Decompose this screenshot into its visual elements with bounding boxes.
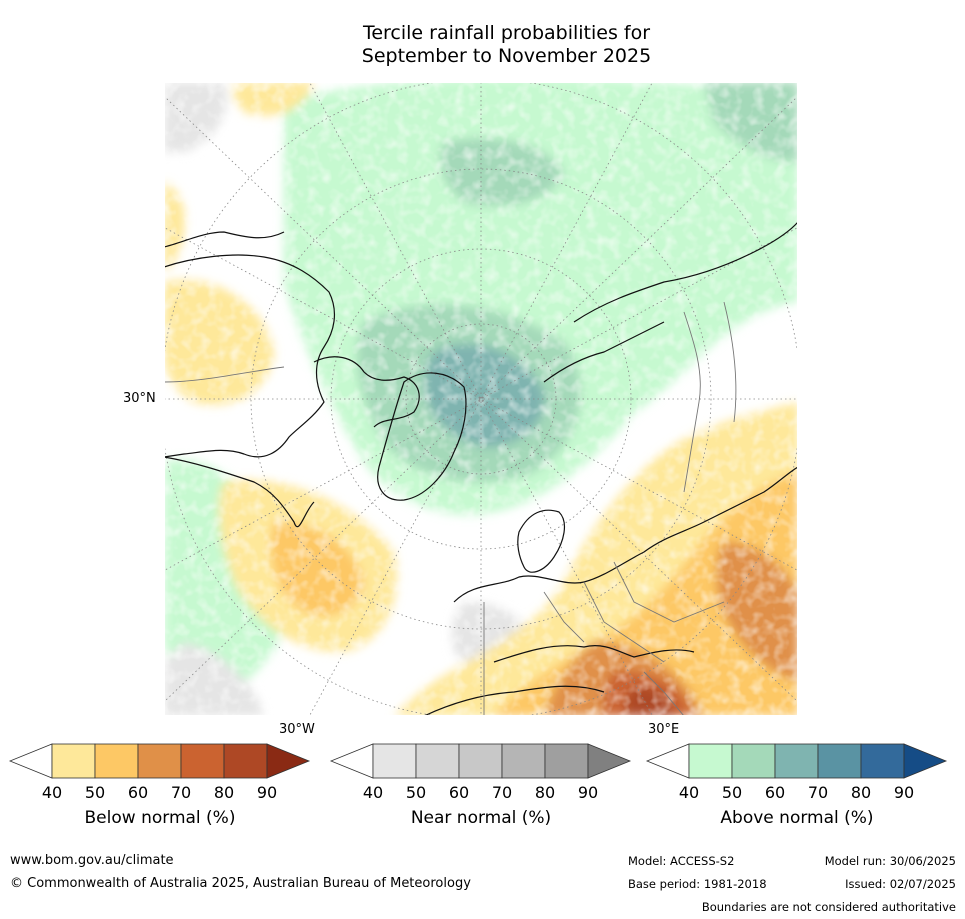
colorbar-near-segment: [372, 743, 417, 779]
speckle-overlay: [164, 82, 798, 716]
colorbar-below-under: [8, 743, 53, 779]
coast-hudson-arctic-islands: [313, 356, 420, 428]
colorbar-below-segment: [94, 743, 139, 779]
colorbar-below-over: [266, 743, 311, 779]
footer-copyright: © Commonwealth of Australia 2025, Austra…: [10, 876, 471, 891]
colorbar-near-segment: [501, 743, 546, 779]
title-line-2: September to November 2025: [361, 45, 652, 67]
lon-30e-label: 30°E: [648, 722, 680, 737]
country-boundaries: [164, 301, 737, 716]
lat-30n-label: 30°N: [123, 391, 156, 406]
colorbar-above-tick: 40: [678, 783, 700, 802]
colorbar-near-under: [329, 743, 374, 779]
colorbar-near-segment: [458, 743, 503, 779]
colorbar-near-title: Near normal (%): [410, 808, 552, 828]
colorbar-above-segment: [731, 743, 776, 779]
colorbar-near-tick: 40: [362, 783, 384, 802]
colorbar-below-segment: [223, 743, 268, 779]
coast-greenland: [377, 372, 467, 501]
coast-scandinavia: [517, 509, 566, 573]
polar-map: [164, 82, 798, 716]
footer-issued: Issued: 02/07/2025: [845, 877, 956, 891]
colorbar-above-segment: [774, 743, 819, 779]
colorbar-above-tick: 70: [807, 783, 829, 802]
colorbar-near: [329, 743, 632, 779]
colorbar-above-segment: [860, 743, 905, 779]
colorbar-near-tick: 50: [405, 783, 427, 802]
footer-model-run: Model run: 30/06/2025: [824, 854, 956, 868]
footer-base-period: Base period: 1981-2018: [628, 877, 767, 891]
colorbar-below-tick: 50: [84, 783, 106, 802]
colorbar-below-tick: 70: [170, 783, 192, 802]
map-svg: [164, 82, 798, 716]
coast-siberia: [543, 321, 665, 383]
colorbar-below-tick: 80: [213, 783, 235, 802]
colorbar-above-tick: 80: [850, 783, 872, 802]
colorbar-below-segment: [51, 743, 96, 779]
colorbar-above-over: [903, 743, 948, 779]
coast-africa-north: [423, 685, 605, 716]
colorbar-near-tick: 80: [534, 783, 556, 802]
colorbar-near-segment: [544, 743, 589, 779]
colorbar-below: [8, 743, 311, 779]
coast-europe: [453, 466, 798, 603]
colorbar-above-tick: 50: [721, 783, 743, 802]
footer-url[interactable]: www.bom.gov.au/climate: [10, 853, 174, 868]
colorbar-above-segment: [688, 743, 733, 779]
colorbar-below-tick: 60: [127, 783, 149, 802]
colorbar-near-tick: 60: [448, 783, 470, 802]
coast-north-america: [164, 254, 336, 458]
colorbar-below-title: Below normal (%): [84, 808, 236, 828]
map-frame: [164, 82, 798, 716]
colorbar-below-tick: 40: [41, 783, 63, 802]
footer-model: Model: ACCESS-S2: [628, 854, 735, 868]
colorbar-above-tick: 60: [764, 783, 786, 802]
coast-eurasia-arctic: [573, 221, 798, 323]
colorbar-near-segment: [415, 743, 460, 779]
title-line-1: Tercile rainfall probabilities for: [362, 22, 651, 44]
coast-alaska-kamchatka: [164, 231, 285, 248]
colorbar-below-segment: [180, 743, 225, 779]
colorbar-above-under: [645, 743, 690, 779]
colorbar-near-over: [587, 743, 632, 779]
colorbar-above-tick: 90: [893, 783, 915, 802]
coastlines: [164, 221, 798, 716]
coast-mediterranean: [493, 645, 695, 663]
colorbar-near-tick: 70: [491, 783, 513, 802]
colorbar-below-segment: [137, 743, 182, 779]
chart-title: Tercile rainfall probabilities for Septe…: [0, 22, 965, 68]
colorbar-above-segment: [817, 743, 862, 779]
coast-west-america: [164, 456, 315, 528]
colorbar-near-tick: 90: [577, 783, 599, 802]
colorbar-above: [645, 743, 948, 779]
graticule: [164, 82, 798, 716]
footer-disclaimer: Boundaries are not considered authoritat…: [701, 900, 956, 914]
colorbar-below-tick: 90: [256, 783, 278, 802]
lon-30w-label: 30°W: [279, 722, 315, 737]
colorbar-above-title: Above normal (%): [720, 808, 874, 828]
